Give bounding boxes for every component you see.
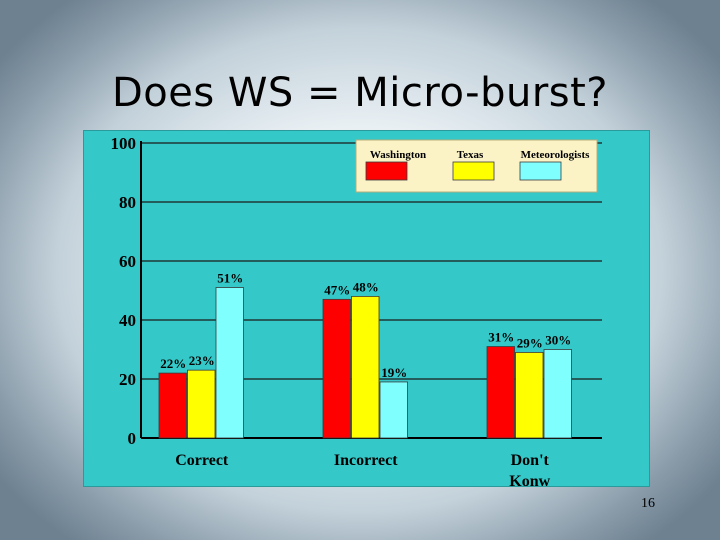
- bar-meteorologists-1: [379, 381, 408, 439]
- legend-label-washington: Washington: [370, 149, 426, 161]
- legend-swatch-texas: [452, 161, 495, 181]
- x-category-label: Incorrect: [334, 452, 398, 469]
- data-label: 47%: [324, 282, 350, 297]
- chart-area: 0 20 40 60 80 100 22% 23% 51% Correct 47% 48% 19% Inc…: [84, 131, 649, 486]
- data-label: 23%: [189, 353, 215, 368]
- data-label: 19%: [381, 365, 407, 380]
- legend-label-meteorologists: Meteorologists: [521, 149, 591, 161]
- data-label: 48%: [353, 279, 379, 294]
- slide-title: Does WS = Micro-burst?: [111, 70, 609, 116]
- bar-texas-1: [351, 295, 380, 439]
- legend-swatch-washington: [365, 161, 408, 181]
- bar-washington-2: [486, 346, 515, 439]
- y-tick-label: 80: [119, 193, 136, 212]
- y-tick-label: 40: [119, 311, 136, 330]
- legend-swatch-meteorologists: [519, 161, 562, 181]
- bar-washington-1: [322, 298, 351, 439]
- data-label: 22%: [160, 356, 186, 371]
- data-label: 29%: [517, 335, 543, 350]
- x-category-label: Correct: [175, 452, 229, 469]
- data-label: 31%: [488, 330, 514, 345]
- x-category-label: Don't Konw: [509, 452, 550, 486]
- y-tick-label: 20: [119, 370, 136, 389]
- bar-meteorologists-2: [543, 349, 572, 439]
- bar-texas-2: [515, 352, 544, 439]
- bar-washington-0: [158, 372, 187, 439]
- bar-meteorologists-0: [215, 287, 244, 439]
- page-number: 16: [641, 496, 655, 511]
- legend-label-texas: Texas: [457, 149, 484, 161]
- y-tick-label: 0: [128, 429, 137, 448]
- y-tick-label: 60: [119, 252, 136, 271]
- data-label: 30%: [545, 333, 571, 348]
- data-label: 51%: [217, 271, 243, 286]
- bar-texas-0: [187, 369, 216, 439]
- bar-chart: 0 20 40 60 80 100 22% 23% 51% Correct 47% 48% 19% Inc…: [111, 134, 602, 486]
- y-tick-label: 100: [111, 134, 137, 153]
